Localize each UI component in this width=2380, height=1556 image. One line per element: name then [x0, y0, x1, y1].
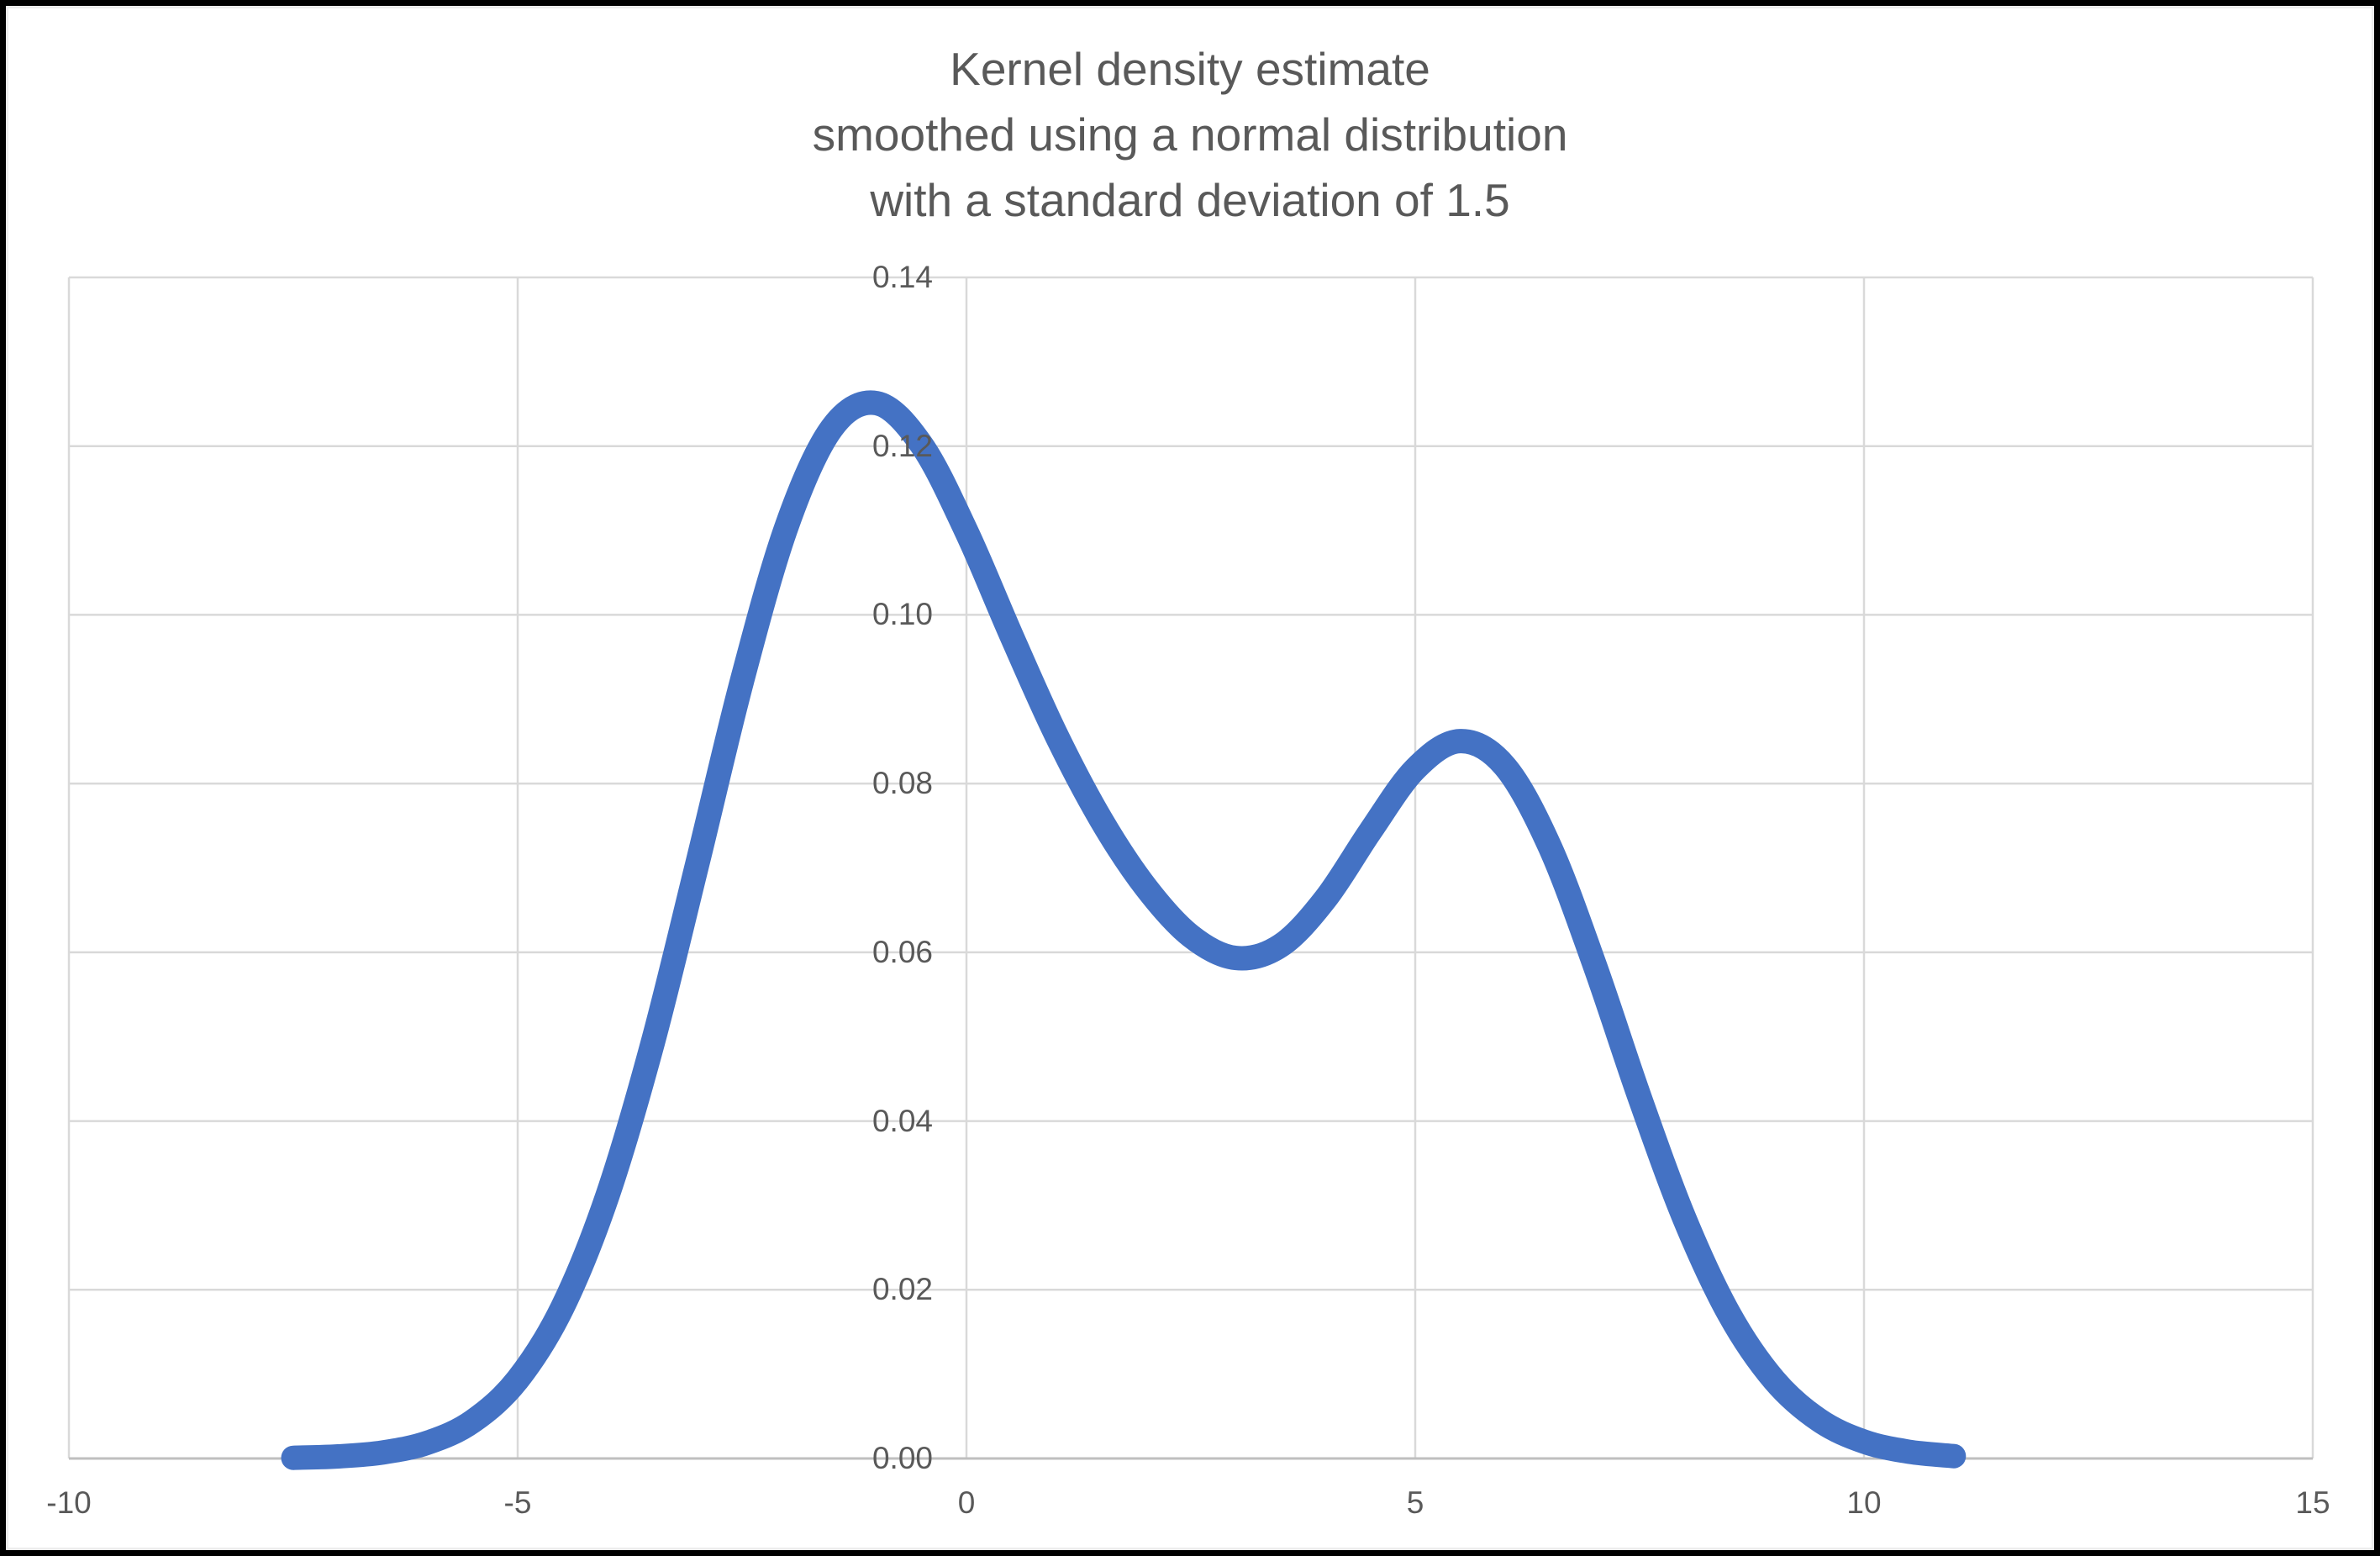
x-axis-tick-label: 10	[1846, 1485, 1882, 1520]
x-axis-tick-label: -5	[503, 1485, 532, 1520]
x-axis-tick-label: 15	[2295, 1485, 2330, 1520]
x-axis-tick-label: -10	[46, 1485, 92, 1520]
chart-title: Kernel density estimate smoothed using a…	[0, 36, 2380, 233]
x-axis-tick-label: 5	[1406, 1485, 1424, 1520]
chart-title-line-2: smoothed using a normal distribution	[812, 108, 1568, 161]
y-axis-tick-label: 0.08	[871, 766, 933, 801]
y-axis-tick-label: 0.00	[871, 1441, 933, 1475]
y-axis-tick-label: 0.04	[871, 1103, 933, 1138]
y-axis-tick-label: 0.06	[871, 934, 933, 969]
chart-title-line-1: Kernel density estimate	[950, 43, 1430, 95]
y-axis-tick-label: 0.02	[871, 1272, 933, 1307]
x-axis-tick-label: 0	[957, 1485, 976, 1520]
y-axis-tick-label: 0.14	[871, 260, 933, 294]
y-axis-tick-label: 0.10	[871, 597, 933, 632]
chart-title-line-3: with a standard deviation of 1.5	[870, 174, 1510, 226]
kde-curve	[281, 390, 1967, 1470]
y-axis-tick-label: 0.12	[871, 428, 933, 463]
